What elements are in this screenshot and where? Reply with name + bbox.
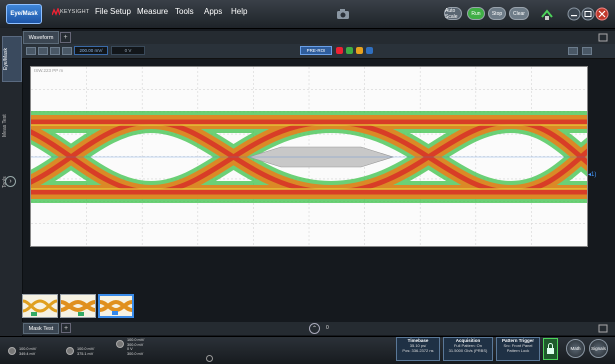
stop-button[interactable]: Stop bbox=[488, 7, 506, 20]
marker-red-icon[interactable] bbox=[336, 47, 343, 54]
window-controls[interactable] bbox=[567, 7, 609, 21]
zoom-in-icon[interactable] bbox=[26, 47, 36, 55]
marker-blue-icon[interactable] bbox=[366, 47, 373, 54]
tab-waveform[interactable]: Waveform bbox=[23, 31, 59, 44]
add-tab-plus-icon[interactable]: + bbox=[60, 32, 71, 43]
menu-setup[interactable]: Setup bbox=[110, 7, 131, 16]
ground-marker-icon[interactable]: ◂1) bbox=[588, 172, 597, 178]
channel-3-icon[interactable] bbox=[116, 340, 124, 348]
help-icon[interactable] bbox=[582, 47, 592, 55]
left-tab-meas-test[interactable]: Meas Test bbox=[2, 114, 8, 138]
left-tab-eye-mask[interactable]: Eye/Mask bbox=[2, 36, 22, 82]
eye-thumbnails bbox=[22, 294, 615, 321]
collapse-chevron-up-icon[interactable]: ⌃ bbox=[309, 323, 320, 334]
vertical-offset-field[interactable]: 0 V bbox=[111, 46, 145, 55]
signals-button[interactable]: Signals bbox=[589, 339, 608, 358]
trigger-panel[interactable]: Pattern Trigger Src: Front Panel Pattern… bbox=[496, 337, 540, 361]
vertical-scale-field[interactable]: 200.00 mV/ bbox=[74, 46, 108, 55]
tab-mask-test[interactable]: Mask Test bbox=[23, 323, 59, 334]
thumbnail-3-selected[interactable] bbox=[98, 294, 134, 318]
marker-orange-icon[interactable] bbox=[356, 47, 363, 54]
expand-panel-chevron-icon[interactable]: › bbox=[5, 176, 16, 187]
connection-icon[interactable] bbox=[540, 7, 554, 21]
timebase-panel[interactable]: Timebase 35.10 ps/ Pos: 336.2372 ns bbox=[396, 337, 440, 361]
menu-tools[interactable]: Tools bbox=[175, 7, 194, 16]
menu-help[interactable]: Help bbox=[231, 7, 248, 16]
channel-2-icon[interactable] bbox=[66, 347, 74, 355]
reference-label: ISW.223 PP m bbox=[34, 68, 64, 73]
maximize-panel-icon[interactable] bbox=[598, 33, 608, 42]
maximize-panel-icon[interactable] bbox=[598, 324, 608, 333]
eye-diagram-plot bbox=[31, 67, 587, 246]
math-button[interactable]: Math bbox=[566, 339, 585, 358]
channel-3-settings[interactable]: 100.0 mV/300.0 mV 0 V 300.0 mV bbox=[127, 338, 145, 356]
acquisition-panel[interactable]: Acquisition Full Pattern: On 31.5000 Gb/… bbox=[443, 337, 493, 361]
waveform-tab-bar bbox=[22, 31, 615, 44]
run-button[interactable]: Run bbox=[467, 7, 485, 20]
mode-button[interactable]: Eye/Mask bbox=[6, 4, 42, 24]
mask-count: 0 bbox=[326, 325, 329, 331]
layout-icon[interactable] bbox=[62, 47, 72, 55]
thumbnail-2[interactable] bbox=[60, 294, 96, 318]
lock-status-icon[interactable] bbox=[543, 338, 558, 360]
eye-diagram-display[interactable] bbox=[30, 66, 588, 247]
thumbnail-1[interactable] bbox=[22, 294, 58, 318]
marker-green-icon[interactable] bbox=[346, 47, 353, 54]
menu-measure[interactable]: Measure bbox=[137, 7, 169, 16]
keysight-logo-icon bbox=[52, 8, 60, 16]
roi-selector[interactable]: PRE-ROI bbox=[300, 46, 332, 55]
screenshot-camera-icon[interactable] bbox=[336, 8, 350, 20]
settings-gear-icon[interactable] bbox=[568, 47, 578, 55]
channel-1-icon[interactable] bbox=[8, 347, 16, 355]
auto-scale-button[interactable]: Auto Scale bbox=[444, 7, 462, 20]
zoom-out-icon[interactable] bbox=[38, 47, 48, 55]
add-tab-plus-icon[interactable]: + bbox=[61, 323, 71, 333]
brand-name: KEYSIGHT bbox=[60, 9, 90, 15]
channel-1-settings[interactable]: 100.0 mV/349.4 mV bbox=[19, 347, 37, 356]
add-channel-icon[interactable] bbox=[206, 355, 213, 362]
menu-file[interactable]: File bbox=[95, 7, 108, 16]
menu-apps[interactable]: Apps bbox=[204, 7, 223, 16]
clear-button[interactable]: Clear bbox=[509, 7, 529, 20]
channel-2-settings[interactable]: 100.0 mV/375.1 mV bbox=[77, 347, 95, 356]
fit-icon[interactable] bbox=[50, 47, 60, 55]
